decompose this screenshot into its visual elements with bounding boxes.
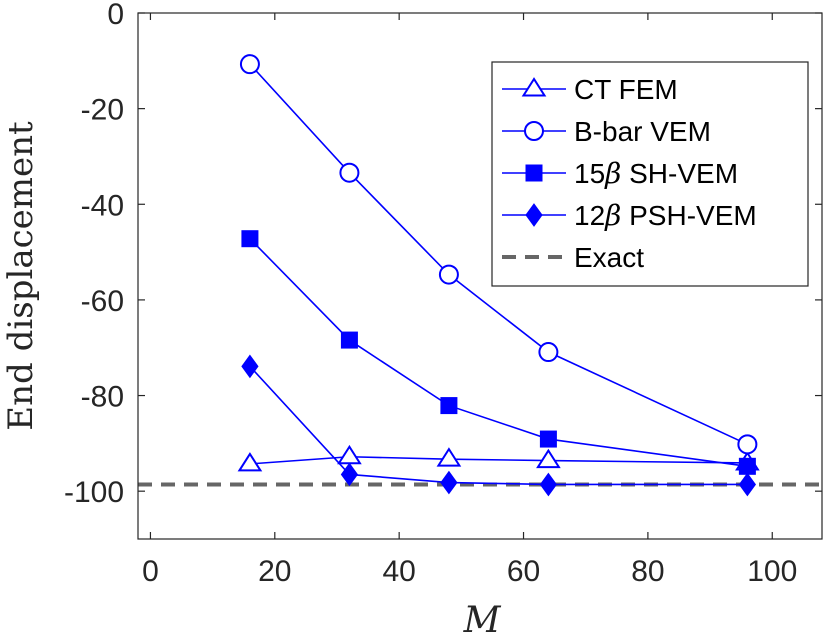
series-15-sh-vem-point-4 — [738, 457, 756, 475]
series-15-sh-vem-point-3 — [539, 430, 557, 448]
x-tick-label-40: 40 — [382, 555, 415, 588]
series-ct-fem-point-2 — [436, 447, 462, 467]
legend-3-label-part-2: PSH-VEM — [621, 200, 756, 231]
series-15-sh-vem-point-0 — [241, 230, 259, 248]
y-axis-label: End displacement — [1, 121, 41, 431]
x-tick-label-80: 80 — [631, 555, 664, 588]
legend-3-label-part-1: β — [604, 199, 621, 232]
x-tick-label-20: 20 — [258, 555, 291, 588]
series-ct-fem-point-3 — [536, 448, 561, 469]
x-tick-label-100: 100 — [747, 555, 797, 588]
y-tick-label-neg60: -60 — [81, 285, 124, 318]
series-15-sh-vem-point-1 — [340, 331, 358, 349]
series-b-bar-vem-point-1 — [339, 162, 360, 183]
legend-2-label-part-2: SH-VEM — [621, 158, 738, 189]
legend-3-swatch-marker — [525, 203, 543, 227]
x-tick-label-60: 60 — [507, 555, 540, 588]
legend-2-swatch-marker — [525, 164, 543, 182]
series-12-psh-vem-point-2 — [440, 470, 458, 495]
series-b-bar-vem-point-0 — [239, 54, 260, 75]
series-b-bar-vem-point-3 — [538, 342, 559, 363]
legend-3-label: 12β PSH-VEM — [574, 199, 757, 232]
plot-frame — [137, 12, 823, 540]
series-12-psh-vem-point-3 — [539, 472, 558, 497]
legend-0-label-part-0: CT FEM — [574, 74, 678, 105]
y-tick-label-neg20: -20 — [81, 94, 124, 127]
series-12-psh-vem-point-1 — [340, 462, 359, 487]
y-tick-label-neg40: -40 — [81, 189, 124, 222]
series-15-sh-vem-point-2 — [440, 397, 458, 415]
legend-1-label-part-0: B-bar VEM — [574, 116, 711, 147]
y-tick-label-neg80: -80 — [81, 381, 124, 414]
legend-3-label-part-0: 12 — [574, 200, 605, 231]
legend-4-label: Exact — [574, 242, 644, 273]
x-tick-label-0: 0 — [142, 555, 159, 588]
y-tick-label-neg100: -100 — [64, 476, 124, 509]
legend-1-swatch-marker — [524, 121, 544, 141]
series-12-psh-vem-point-0 — [241, 354, 259, 379]
legend-box — [491, 61, 809, 287]
series-b-bar-vem-point-2 — [438, 264, 459, 285]
x-axis-label: M — [463, 600, 502, 638]
series-12-psh-vem-point-4 — [738, 472, 757, 497]
legend-1-label: B-bar VEM — [574, 116, 711, 147]
legend-2-label: 15β SH-VEM — [574, 157, 738, 190]
legend-2-label-part-1: β — [604, 157, 621, 190]
legend-0-label: CT FEM — [574, 74, 678, 105]
legend-0-swatch-marker — [521, 77, 547, 97]
legend-2-label-part-0: 15 — [574, 158, 605, 189]
series-ct-fem-point-0 — [237, 452, 263, 472]
y-tick-label-0: 0 — [107, 0, 124, 31]
series-b-bar-vem-point-4 — [737, 434, 758, 455]
legend-4-label-part-0: Exact — [574, 242, 644, 273]
